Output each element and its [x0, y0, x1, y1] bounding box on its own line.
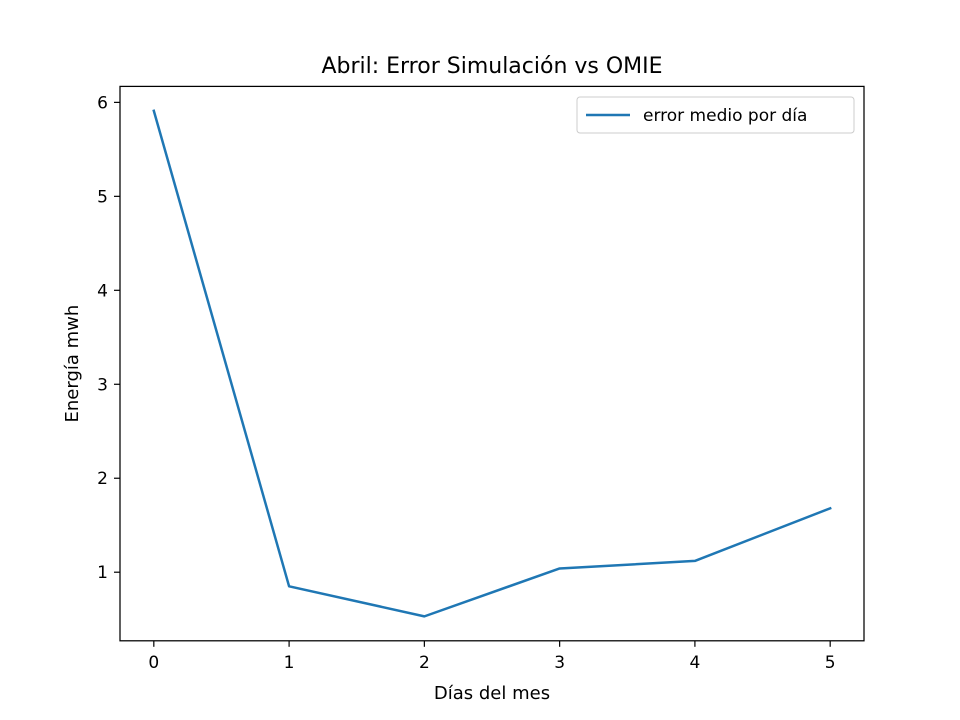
x-axis-label: Días del mes: [434, 683, 550, 704]
y-axis-label: Energía mwh: [62, 305, 83, 423]
y-tick-label: 2: [97, 469, 108, 489]
x-tick-label: 4: [689, 653, 700, 673]
series-line: [152, 109, 832, 618]
x-tick-label: 3: [554, 653, 565, 673]
y-tick-label: 6: [97, 93, 108, 113]
y-tick-label: 1: [97, 563, 108, 583]
legend-box: [576, 96, 855, 134]
y-tick-label: 4: [97, 281, 108, 301]
y-tick-label: 3: [97, 375, 108, 395]
x-tick-label: 1: [284, 653, 295, 673]
x-axis-ticks: 0 1 2 3 4 5: [148, 640, 836, 673]
y-tick-label: 5: [97, 187, 108, 207]
x-tick-label: 0: [148, 653, 159, 673]
x-tick-label: 5: [825, 653, 836, 673]
plot-frame: [119, 85, 865, 642]
x-tick-label: 2: [419, 653, 430, 673]
chart-title: Abril: Error Simulación vs OMIE: [321, 54, 662, 79]
series-layer: [152, 109, 832, 618]
legend-label: error medio por día: [643, 106, 807, 126]
legend: error medio por día: [576, 96, 855, 134]
y-axis-ticks: 1 2 3 4 5 6: [97, 93, 120, 583]
